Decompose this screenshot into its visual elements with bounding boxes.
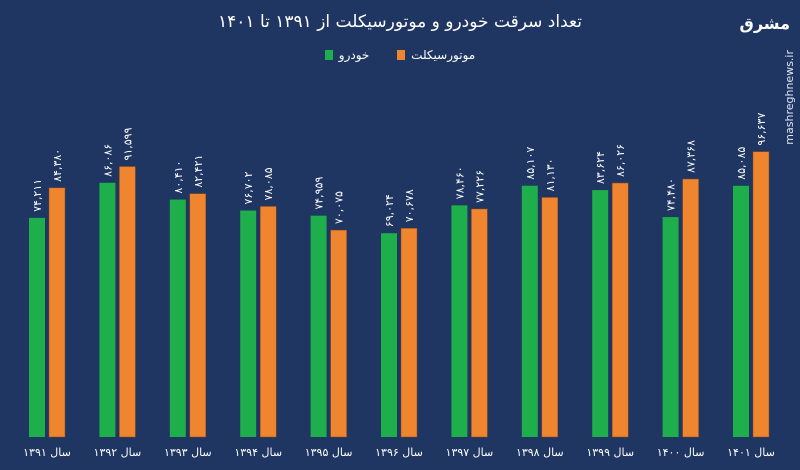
data-label: ۸۰,۴۱۰ (172, 161, 185, 194)
data-label: ۸۷,۳۶۸ (685, 140, 698, 173)
data-label: ۸۳,۶۲۴ (594, 151, 607, 184)
category-label: سال ۱۳۹۸ (516, 446, 564, 459)
data-label: ۸۵,۱۰۷ (524, 147, 537, 180)
bar-car (381, 233, 397, 437)
data-label: ۸۲,۴۲۱ (192, 155, 205, 188)
bar-car (29, 217, 45, 437)
legend-swatch (397, 50, 406, 60)
bar-motorcycle (611, 182, 629, 438)
bar-car (99, 182, 116, 437)
bar-car (451, 205, 468, 437)
data-label: ۸۶,۰۸۶ (101, 144, 114, 177)
bar-motorcycle (682, 178, 699, 438)
category-label: سال ۱۴۰۰ (657, 446, 705, 459)
category-label: سال ۱۳۹۲ (94, 446, 142, 459)
data-label: ۷۴,۲۱۱ (31, 179, 44, 212)
legend: موتورسیکلت خودرو (0, 48, 800, 62)
data-label: ۷۰,۰۷۵ (333, 191, 346, 224)
data-label: ۷۷,۲۲۶ (473, 170, 486, 203)
bar-car (733, 185, 749, 437)
bar-motorcycle (471, 208, 488, 438)
category-label: سال ۱۳۹۶ (375, 446, 423, 459)
data-label: ۷۸,۴۶۰ (453, 166, 466, 199)
legend-label: خودرو (338, 48, 370, 62)
bar-motorcycle (119, 166, 136, 438)
bar-motorcycle (189, 193, 207, 438)
data-label: ۸۶,۰۲۶ (614, 144, 627, 177)
logo: مشرق (739, 14, 790, 33)
bar-motorcycle (752, 151, 770, 438)
category-label: سال ۱۳۹۱ (23, 446, 71, 459)
data-label: ۹۶,۶۳۷ (755, 113, 768, 146)
data-label: ۷۰,۶۷۸ (403, 189, 416, 222)
data-label: ۸۱,۱۳۰ (544, 158, 557, 191)
data-label: ۹۱,۵۹۹ (121, 127, 134, 160)
bar-motorcycle (48, 187, 66, 438)
bar-motorcycle (330, 229, 347, 438)
category-label: سال ۱۳۹۵ (305, 446, 353, 459)
bar-car (310, 215, 327, 437)
bar-motorcycle (259, 206, 277, 438)
legend-label: موتورسیکلت (411, 48, 476, 62)
category-label: سال ۱۳۹۷ (446, 446, 494, 459)
category-label: سال ۱۳۹۴ (234, 446, 282, 459)
data-label: ۷۶,۷۰۲ (242, 171, 255, 204)
bar-car (592, 190, 609, 437)
legend-swatch (324, 50, 333, 60)
bar-car (662, 217, 679, 437)
category-label: سال ۱۳۹۳ (164, 446, 212, 459)
data-label: ۸۵,۰۸۵ (735, 147, 748, 180)
bar-motorcycle (541, 197, 559, 438)
data-label: ۷۴,۹۵۹ (313, 177, 326, 210)
data-label: ۸۴,۳۸۰ (51, 149, 64, 182)
data-label: ۷۴,۴۸۰ (665, 178, 678, 211)
chart-title: تعداد سرقت خودرو و موتورسیکلت از ۱۳۹۱ تا… (218, 12, 582, 32)
bar-car (521, 185, 538, 437)
legend-item-motorcycle: موتورسیکلت (397, 48, 475, 62)
category-label: سال ۱۳۹۹ (586, 446, 634, 459)
bar-motorcycle (400, 228, 418, 438)
data-label: ۶۹,۰۲۴ (383, 194, 396, 227)
data-label: ۷۸,۰۸۵ (262, 167, 275, 200)
bar-car (169, 199, 186, 437)
legend-item-car: خودرو (324, 48, 370, 62)
bar-car (240, 210, 257, 437)
category-label: سال ۱۴۰۱ (727, 446, 775, 459)
